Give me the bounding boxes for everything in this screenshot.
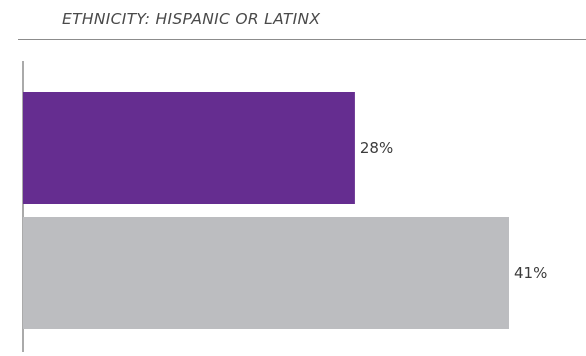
bar-1 <box>23 92 355 204</box>
chart-title: ETHNICITY: HISPANIC OR LATINX <box>62 10 321 28</box>
bar-2-value-label: 41% <box>514 264 547 282</box>
bar-2 <box>23 217 509 329</box>
bar-1-value-label: 28% <box>360 139 393 157</box>
title-divider <box>18 39 586 40</box>
